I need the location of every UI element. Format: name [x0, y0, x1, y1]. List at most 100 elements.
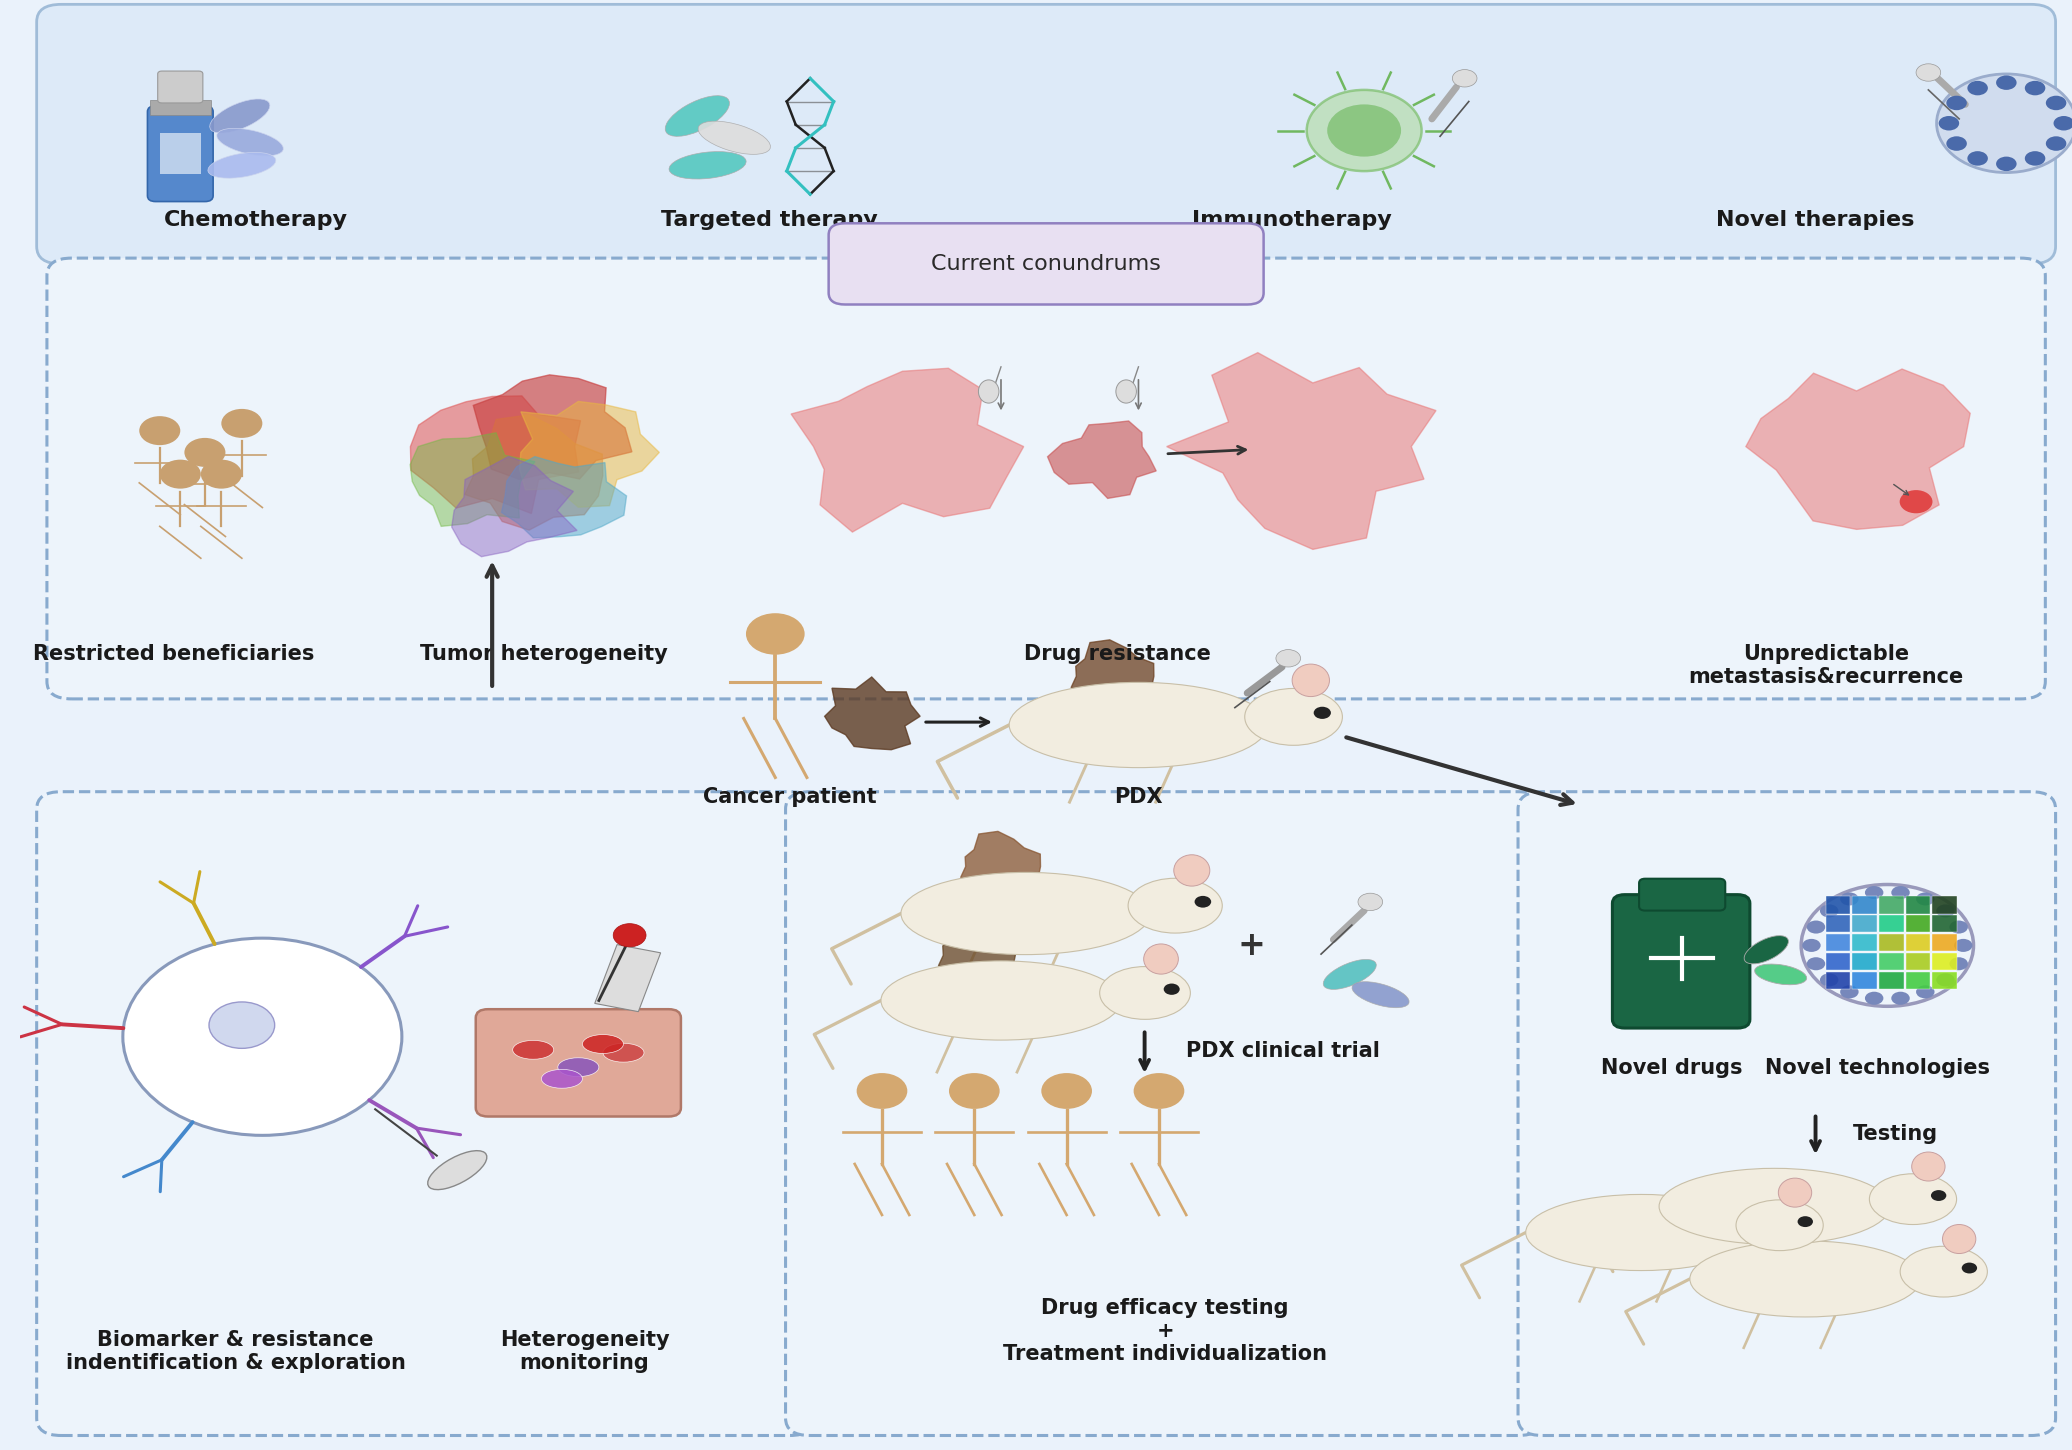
Bar [160, 133, 201, 174]
Bar [1933, 915, 1958, 932]
Bar [1879, 972, 1904, 989]
FancyBboxPatch shape [1519, 792, 2055, 1436]
Circle shape [1950, 921, 1968, 934]
Polygon shape [1048, 420, 1156, 499]
Ellipse shape [698, 122, 771, 154]
Circle shape [1917, 64, 1941, 81]
Bar [1825, 934, 1850, 951]
Circle shape [1950, 957, 1968, 970]
Polygon shape [410, 396, 580, 513]
Bar [1879, 915, 1904, 932]
Ellipse shape [1778, 1177, 1811, 1206]
Circle shape [1865, 992, 1883, 1005]
Circle shape [1042, 1073, 1092, 1109]
FancyBboxPatch shape [477, 1009, 682, 1116]
Ellipse shape [207, 152, 276, 178]
Circle shape [1939, 116, 1960, 130]
Text: Tumor heterogeneity: Tumor heterogeneity [419, 644, 667, 664]
Bar [1933, 953, 1958, 970]
FancyBboxPatch shape [785, 792, 1544, 1436]
Circle shape [222, 409, 263, 438]
Circle shape [1966, 151, 1987, 165]
Polygon shape [1167, 352, 1436, 550]
Ellipse shape [541, 1070, 582, 1088]
Ellipse shape [1127, 879, 1222, 934]
FancyBboxPatch shape [48, 258, 2045, 699]
Circle shape [1931, 1190, 1946, 1201]
Circle shape [184, 438, 226, 467]
Polygon shape [939, 921, 1015, 986]
Circle shape [1452, 70, 1477, 87]
Text: Novel technologies: Novel technologies [1765, 1058, 1989, 1079]
Circle shape [1328, 104, 1401, 157]
Circle shape [1819, 905, 1838, 918]
Bar [1825, 972, 1850, 989]
Bar [1879, 896, 1904, 914]
Ellipse shape [427, 1151, 487, 1189]
Circle shape [1164, 983, 1179, 995]
Polygon shape [520, 402, 659, 508]
Circle shape [1900, 490, 1933, 513]
Circle shape [1196, 896, 1212, 908]
Ellipse shape [1324, 960, 1376, 989]
Bar [1906, 953, 1931, 970]
Bar [1852, 915, 1877, 932]
Circle shape [2045, 96, 2066, 110]
Bar [1906, 915, 1931, 932]
Ellipse shape [1100, 967, 1191, 1019]
Ellipse shape [209, 99, 269, 133]
Circle shape [1133, 1073, 1185, 1109]
Ellipse shape [1293, 664, 1330, 696]
FancyBboxPatch shape [157, 71, 203, 103]
Text: Targeted therapy: Targeted therapy [661, 210, 879, 231]
Polygon shape [410, 432, 535, 526]
Circle shape [139, 416, 180, 445]
Ellipse shape [1009, 683, 1268, 767]
FancyBboxPatch shape [829, 223, 1264, 304]
Ellipse shape [1175, 856, 1210, 886]
Circle shape [1935, 905, 1954, 918]
Ellipse shape [1745, 935, 1788, 964]
Polygon shape [1071, 639, 1154, 709]
Text: Restricted beneficiaries: Restricted beneficiaries [33, 644, 315, 664]
Ellipse shape [218, 128, 284, 157]
Ellipse shape [978, 380, 999, 403]
Circle shape [1995, 75, 2016, 90]
FancyBboxPatch shape [37, 4, 2055, 264]
Text: Immunotherapy: Immunotherapy [1193, 210, 1392, 231]
Ellipse shape [1117, 380, 1135, 403]
Circle shape [1307, 90, 1421, 171]
Polygon shape [961, 831, 1040, 898]
Bar [1933, 934, 1958, 951]
Circle shape [1935, 973, 1954, 986]
Ellipse shape [1660, 1169, 1890, 1244]
Polygon shape [792, 368, 1024, 532]
Text: Cancer patient: Cancer patient [702, 787, 876, 808]
Circle shape [1946, 136, 1966, 151]
Polygon shape [501, 457, 626, 538]
Circle shape [1803, 940, 1821, 953]
Text: Heterogeneity
monitoring: Heterogeneity monitoring [499, 1330, 669, 1373]
Circle shape [1995, 157, 2016, 171]
Circle shape [1954, 940, 1973, 953]
Text: Drug resistance: Drug resistance [1024, 644, 1212, 664]
Circle shape [1357, 893, 1382, 911]
Bar [1879, 934, 1904, 951]
Bar [1933, 972, 1958, 989]
Circle shape [1946, 96, 1966, 110]
Text: PDX clinical trial: PDX clinical trial [1185, 1041, 1380, 1061]
Circle shape [1865, 886, 1883, 899]
Ellipse shape [512, 1041, 553, 1058]
Circle shape [201, 460, 242, 489]
Ellipse shape [603, 1044, 644, 1061]
Ellipse shape [1755, 964, 1807, 985]
Circle shape [1314, 706, 1330, 719]
Ellipse shape [901, 873, 1150, 954]
Circle shape [613, 924, 646, 947]
Ellipse shape [665, 96, 729, 136]
Polygon shape [452, 457, 578, 557]
Ellipse shape [582, 1035, 624, 1053]
Bar [595, 944, 661, 1012]
Circle shape [746, 613, 804, 655]
FancyBboxPatch shape [147, 106, 213, 202]
